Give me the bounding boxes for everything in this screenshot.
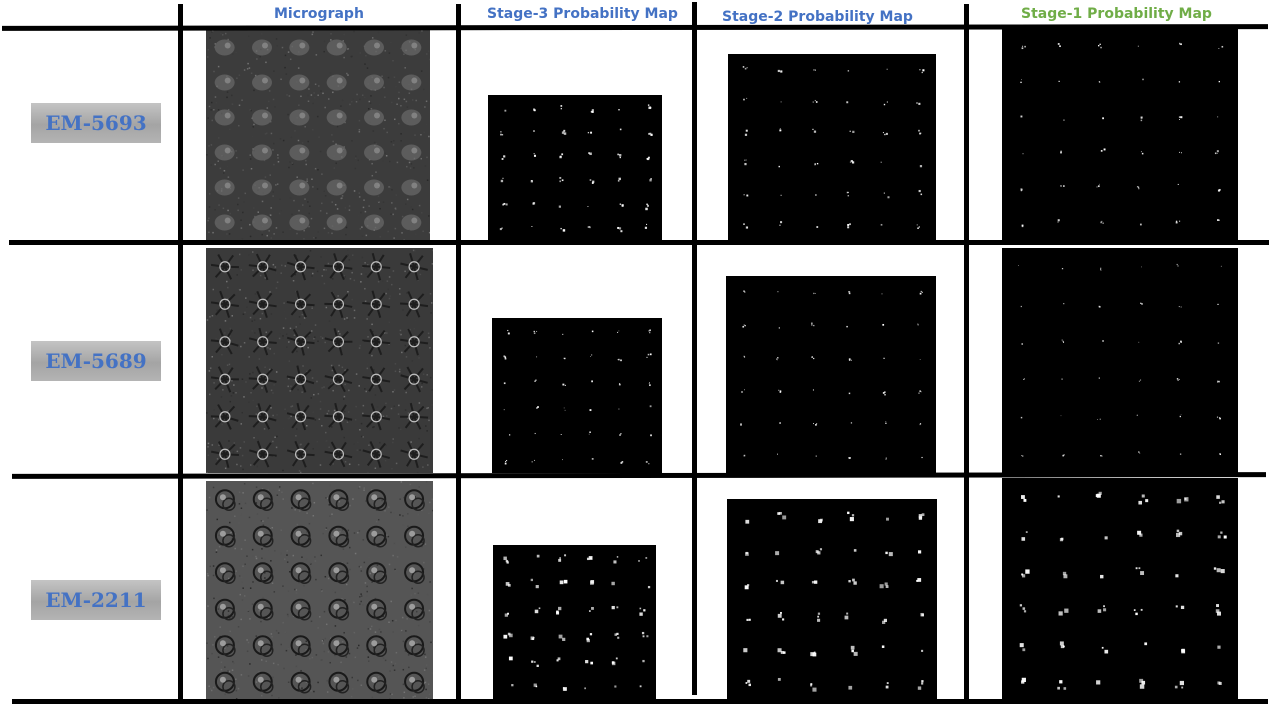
- row-label-em-5689: EM-5689: [31, 341, 161, 381]
- grid-line-vertical: [692, 2, 697, 695]
- row-label-text: EM-2211: [45, 588, 147, 612]
- stage1-map-em-5689: [1002, 248, 1238, 473]
- grid-line-vertical: [456, 4, 461, 702]
- stage2-map-em-5689: [726, 276, 936, 473]
- header-stage3: Stage-3 Probability Map: [487, 6, 678, 22]
- stage1-map-em-5693: [1002, 28, 1238, 240]
- grid-line-horizontal: [12, 699, 1268, 704]
- micrograph-em-5693: [206, 30, 430, 240]
- header-micrograph: Micrograph: [274, 6, 364, 22]
- header-stage1: Stage-1 Probability Map: [1021, 6, 1212, 22]
- row-label-em-2211: EM-2211: [31, 580, 161, 620]
- row-label-em-5693: EM-5693: [31, 103, 161, 143]
- stage3-map-em-5693: [488, 95, 662, 240]
- grid-line-horizontal: [9, 240, 1269, 245]
- stage3-map-em-2211: [493, 545, 656, 700]
- stage1-map-em-2211: [1002, 478, 1238, 700]
- micrograph-em-5689: [206, 248, 433, 473]
- micrograph-em-2211: [206, 481, 433, 700]
- stage2-map-em-2211: [727, 499, 937, 700]
- grid-line-vertical: [964, 4, 969, 702]
- row-label-text: EM-5693: [45, 111, 147, 135]
- stage2-map-em-5693: [728, 54, 936, 240]
- row-label-text: EM-5689: [45, 349, 147, 373]
- header-stage2: Stage-2 Probability Map: [722, 9, 913, 25]
- grid-line-vertical: [178, 4, 183, 702]
- stage3-map-em-5689: [492, 318, 662, 473]
